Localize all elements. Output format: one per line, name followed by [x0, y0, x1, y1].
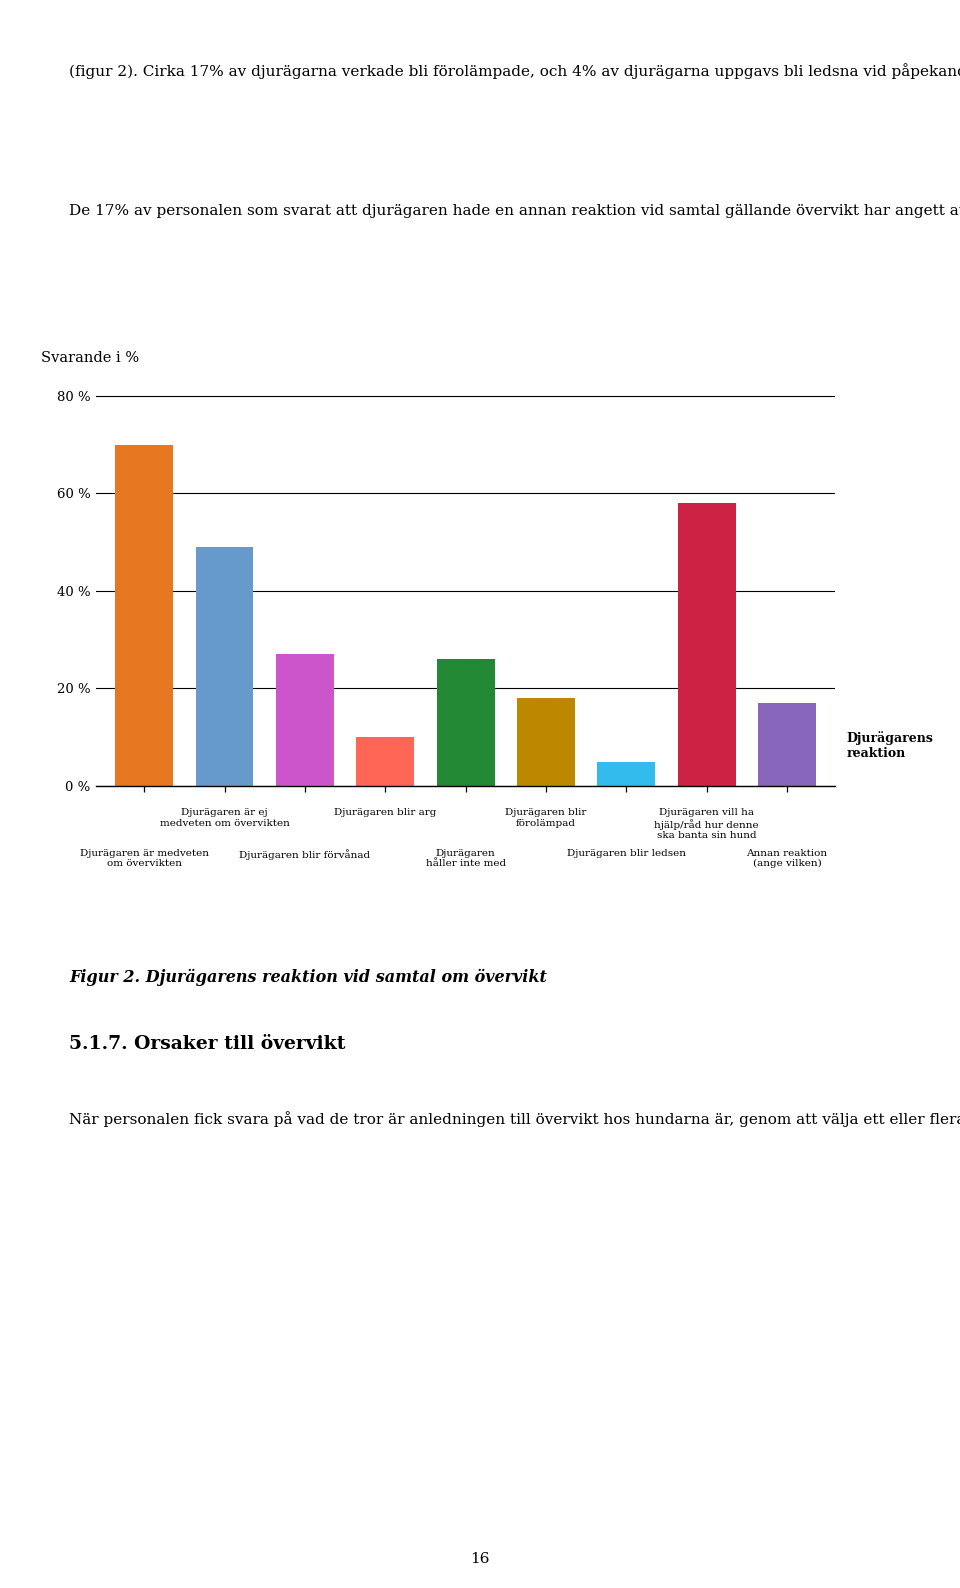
Text: Djurägaren blir förvånad: Djurägaren blir förvånad — [239, 850, 371, 859]
Text: Annan reaktion
(ange vilken): Annan reaktion (ange vilken) — [747, 850, 828, 869]
Text: Djurägarens
reaktion: Djurägarens reaktion — [847, 730, 933, 761]
Text: Djurägaren blir arg: Djurägaren blir arg — [334, 808, 437, 818]
Text: (figur 2). Cirka 17% av djurägarna verkade bli förolämpade, och 4% av djurägarna: (figur 2). Cirka 17% av djurägarna verka… — [69, 64, 960, 79]
Text: Djurägaren blir ledsen: Djurägaren blir ledsen — [566, 850, 685, 858]
Bar — [678, 503, 735, 786]
Bar — [597, 762, 656, 786]
Bar — [758, 703, 816, 786]
Bar — [115, 445, 173, 786]
Text: Djurägaren vill ha
hjälp/råd hur denne
ska banta sin hund: Djurägaren vill ha hjälp/råd hur denne s… — [655, 808, 759, 840]
Text: 5.1.7. Orsaker till övervikt: 5.1.7. Orsaker till övervikt — [69, 1035, 346, 1053]
Bar — [356, 737, 414, 786]
Text: Djurägaren blir
förolämpad: Djurägaren blir förolämpad — [505, 808, 587, 827]
Bar — [517, 699, 575, 786]
Bar — [196, 546, 253, 786]
Text: De 17% av personalen som svarat att djurägaren hade en annan reaktion vid samtal: De 17% av personalen som svarat att djur… — [69, 202, 960, 218]
Text: När personalen fick svara på vad de tror är anledningen till övervikt hos hundar: När personalen fick svara på vad de tror… — [69, 1112, 960, 1127]
Text: Djurägaren
håller inte med: Djurägaren håller inte med — [425, 850, 506, 869]
Text: Djurägaren är medveten
om övervikten: Djurägaren är medveten om övervikten — [80, 850, 208, 869]
Text: Figur 2. Djurägarens reaktion vid samtal om övervikt: Figur 2. Djurägarens reaktion vid samtal… — [69, 969, 547, 986]
Bar — [276, 654, 334, 786]
Text: Svarande i %: Svarande i % — [40, 351, 138, 365]
Text: Djurägaren är ej
medveten om övervikten: Djurägaren är ej medveten om övervikten — [159, 808, 290, 827]
Bar — [437, 659, 494, 786]
Text: 16: 16 — [470, 1553, 490, 1566]
